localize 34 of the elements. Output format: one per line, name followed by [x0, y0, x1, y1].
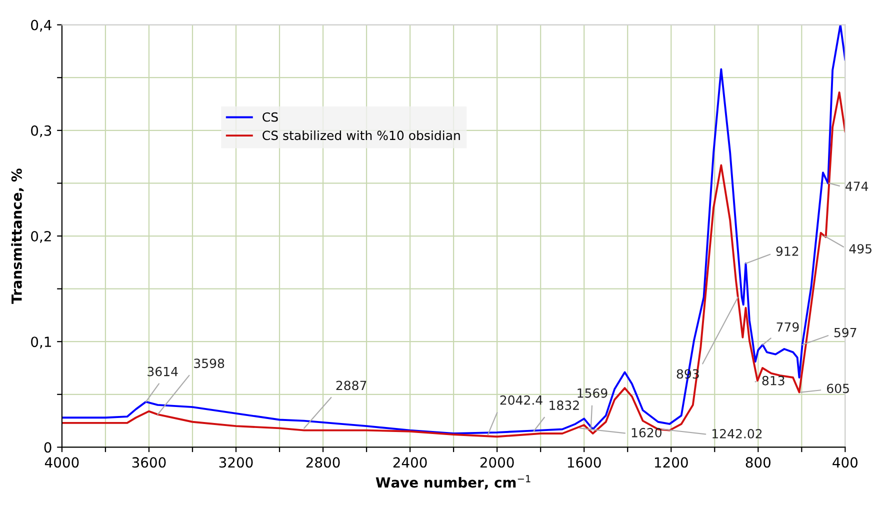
- y-tick-label: 0,4: [31, 20, 52, 32]
- x-tick-label: 1600: [568, 457, 601, 468]
- annotation: 495: [849, 244, 872, 254]
- annotation: 2042.4: [500, 395, 542, 405]
- annotation: 2887: [336, 380, 366, 390]
- annotation: 474: [846, 182, 868, 191]
- y-tick-label: 0,2: [31, 230, 51, 243]
- x-axis-title: Wave number, cm$^{−1}$: [376, 475, 530, 490]
- annotation: 1569: [578, 388, 608, 398]
- annotation: 813: [762, 376, 784, 386]
- x-tick-label: 2400: [393, 457, 427, 468]
- annotation: 3598: [194, 358, 224, 368]
- annotation: 779: [776, 322, 799, 332]
- x-tick-label: 3200: [219, 457, 253, 468]
- x-tick-label: 2000: [480, 457, 514, 468]
- x-tick-label: 800: [746, 457, 770, 468]
- y-tick-label: 0: [44, 442, 52, 453]
- x-tick-label: 2800: [306, 457, 340, 468]
- annotation: 597: [834, 328, 856, 338]
- x-tick-label: 1200: [654, 457, 688, 468]
- x-tick-label: 400: [832, 457, 858, 468]
- y-tick-label: 0,1: [31, 336, 51, 348]
- annotation: 605: [827, 384, 849, 394]
- x-tick-label: 4000: [44, 457, 79, 468]
- annotation: 3614: [148, 366, 178, 376]
- annotation: 1832: [550, 400, 579, 410]
- annotation: 1242.02: [712, 428, 762, 438]
- annotation: 912: [776, 246, 798, 256]
- y-tick-label: 0,3: [31, 125, 52, 138]
- y-axis-title: Transmittance, %: [11, 168, 24, 304]
- annotation: 1620: [632, 428, 662, 438]
- legend-label: CS: [262, 112, 278, 122]
- x-tick-label: 3600: [132, 457, 166, 468]
- legend-label: CS stabilized with %10 obsidian: [262, 130, 460, 140]
